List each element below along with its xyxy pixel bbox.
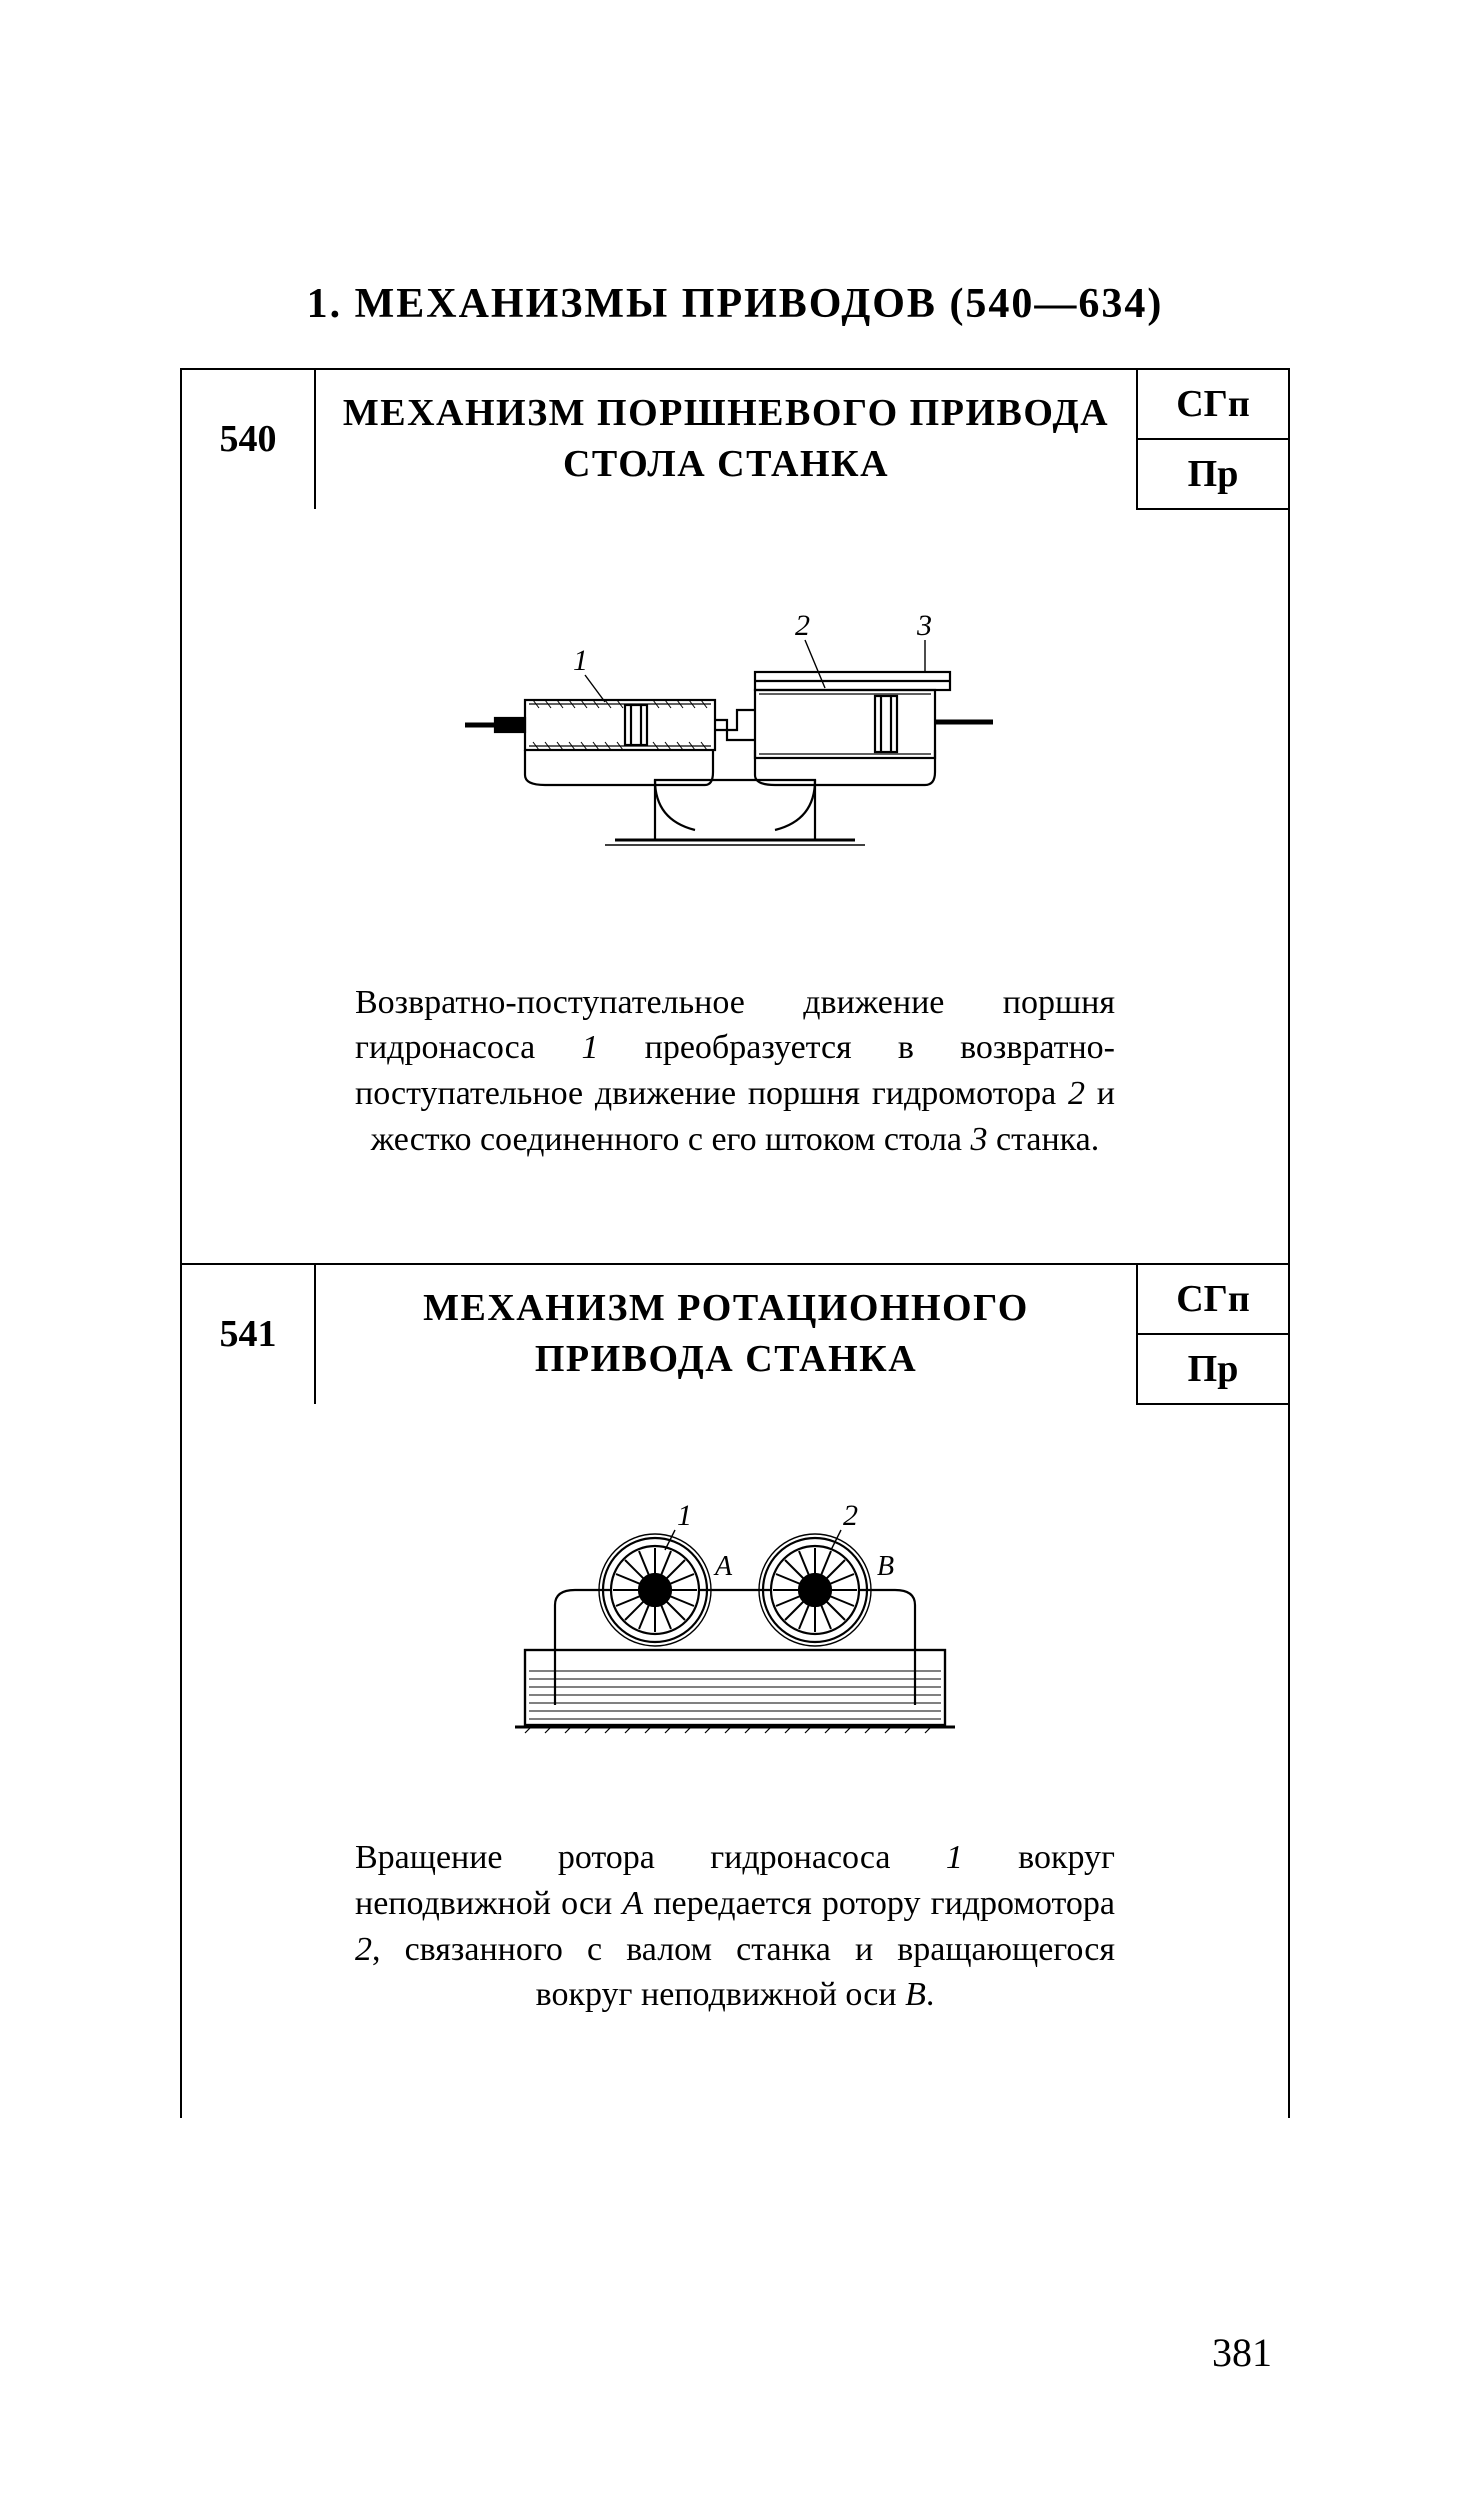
entry-number: 541: [181, 1264, 315, 1404]
rotary-drive-figure: 1 A 2 B: [222, 1475, 1248, 1775]
piston-drive-figure: 1 2 3: [222, 580, 1248, 920]
section-title: 1. МЕХАНИЗМЫ ПРИВОДОВ (540—634): [180, 280, 1290, 328]
entry-title: МЕХАНИЗМ ПОРШНЕВОГО ПРИВОДА СТОЛА СТАНКА: [315, 369, 1137, 509]
entry-title: МЕХАНИЗМ РОТАЦИОННОГО ПРИВОДА СТАНКА: [315, 1264, 1137, 1404]
entry-code-bottom: Пр: [1137, 1334, 1289, 1404]
fig-label-B: B: [877, 1551, 894, 1582]
entry-caption: Возвратно-поступательное движение поршня…: [355, 980, 1115, 1164]
fig-label-3: 3: [916, 609, 932, 642]
entry-body: 1 2 3 Возвратно-поступательное движение …: [181, 509, 1289, 1265]
entry-number: 540: [181, 369, 315, 509]
page: 1. МЕХАНИЗМЫ ПРИВОДОВ (540—634) 540 МЕХА…: [180, 280, 1290, 2118]
fig-label-1: 1: [677, 1499, 692, 1532]
entry-code-top: СГп: [1137, 1264, 1289, 1334]
entries-table: 540 МЕХАНИЗМ ПОРШНЕВОГО ПРИВОДА СТОЛА СТ…: [180, 368, 1290, 2118]
fig-label-2: 2: [795, 609, 810, 642]
entry-code-bottom: Пр: [1137, 439, 1289, 509]
entry-caption: Вращение ротора гидронасоса 1 вокруг неп…: [355, 1835, 1115, 2019]
fig-label-1: 1: [573, 644, 588, 677]
page-number: 381: [1212, 2329, 1272, 2376]
entry-code-top: СГп: [1137, 369, 1289, 439]
entry-body: 1 A 2 B Вращение ротора гидронасоса 1 во…: [181, 1404, 1289, 2119]
fig-label-2: 2: [843, 1499, 858, 1532]
fig-label-A: A: [713, 1551, 733, 1582]
